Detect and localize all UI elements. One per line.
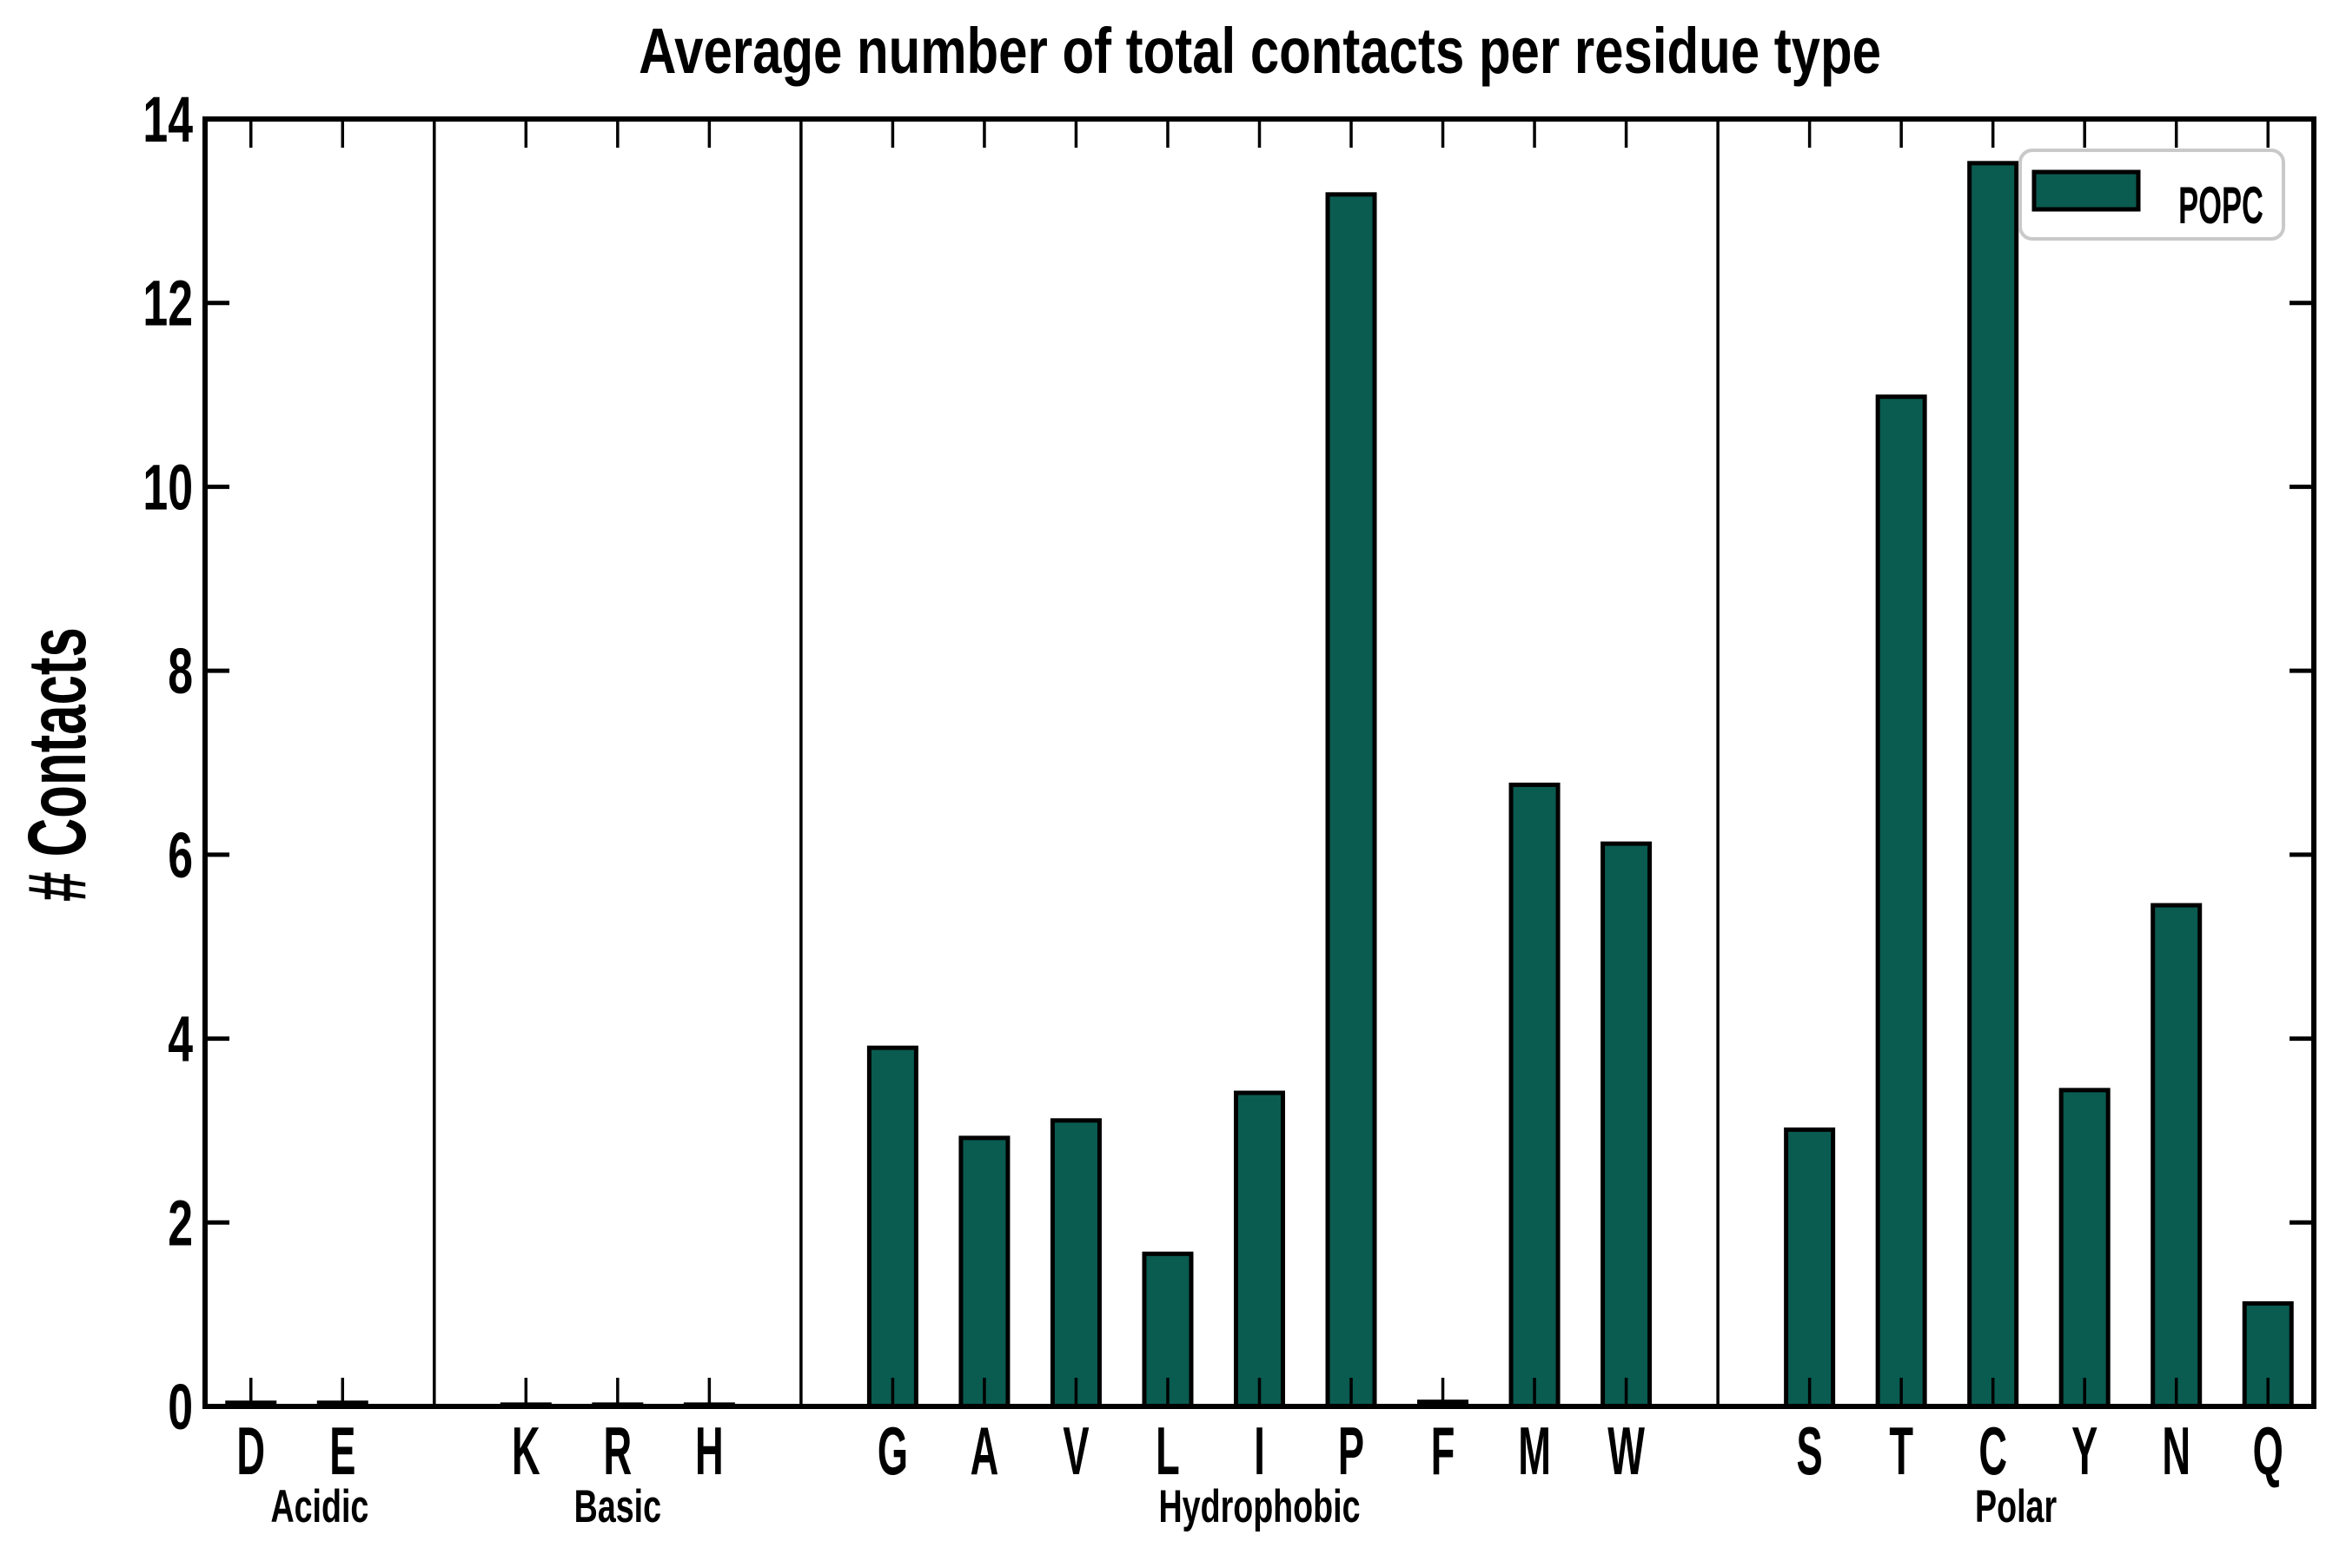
x-tick-label-Q: Q: [2253, 1413, 2283, 1489]
x-tick-label-C: C: [1978, 1413, 2007, 1489]
group-label-acidic: Acidic: [270, 1480, 368, 1532]
x-tick-label-H: H: [695, 1413, 724, 1489]
x-tick-label-M: M: [1518, 1413, 1551, 1489]
chart-title: Average number of total contacts per res…: [639, 16, 1881, 87]
bar-Y: [2058, 1088, 2111, 1409]
y-tick-label-10: 10: [142, 451, 193, 523]
x-tick-label-D: D: [236, 1413, 265, 1489]
bar-P: [1325, 192, 1377, 1409]
x-tick-label-I: I: [1254, 1413, 1265, 1489]
legend-label: POPC: [2178, 177, 2263, 235]
x-tick-label-V: V: [1063, 1413, 1090, 1489]
bar-S: [1784, 1127, 1836, 1409]
x-tick-label-N: N: [2162, 1413, 2190, 1489]
group-label-hydrophobic: Hydrophobic: [1158, 1480, 1360, 1532]
bar-A: [958, 1135, 1011, 1409]
bar-N: [2150, 903, 2203, 1409]
y-tick-label-0: 0: [168, 1371, 193, 1443]
y-tick-label-12: 12: [142, 268, 193, 340]
x-tick-label-E: E: [329, 1413, 355, 1489]
x-tick-label-L: L: [1156, 1413, 1180, 1489]
group-separator-lines: [433, 119, 1720, 1406]
bars-layer: [225, 161, 2294, 1409]
x-tick-label-P: P: [1338, 1413, 1364, 1489]
legend-swatch: [2031, 169, 2141, 212]
y-axis-label: # Contacts: [10, 627, 103, 902]
x-tick-label-G: G: [878, 1413, 908, 1489]
y-tick-label-4: 4: [168, 1002, 193, 1075]
bar-T: [1875, 394, 1927, 1409]
y-tick-label-14: 14: [142, 83, 193, 155]
bar-V: [1050, 1118, 1102, 1409]
ticks-layer: [205, 116, 2314, 1409]
bar-G: [866, 1045, 918, 1409]
bar-C: [1967, 161, 2019, 1409]
axis-labels-layer: D E K R H G A V L I P F M W S T C Y N Q Acidic Basic Hydrophob…: [142, 83, 2283, 1532]
legend: POPC: [2018, 149, 2285, 241]
y-tick-label-6: 6: [168, 819, 193, 891]
x-tick-label-A: A: [971, 1413, 999, 1489]
y-tick-label-2: 2: [168, 1187, 193, 1259]
group-label-basic: Basic: [574, 1480, 661, 1532]
bar-I: [1234, 1090, 1285, 1409]
x-tick-label-R: R: [604, 1413, 633, 1489]
x-tick-label-S: S: [1797, 1413, 1823, 1489]
x-tick-label-Y: Y: [2071, 1413, 2097, 1489]
plot-frame: [202, 116, 2316, 1409]
group-label-polar: Polar: [1975, 1480, 2057, 1532]
x-tick-label-F: F: [1431, 1413, 1455, 1489]
x-tick-label-T: T: [1889, 1413, 1913, 1489]
bar-M: [1508, 782, 1561, 1409]
x-tick-label-W: W: [1607, 1413, 1645, 1489]
y-tick-label-8: 8: [168, 635, 193, 707]
x-tick-label-K: K: [512, 1413, 540, 1489]
bar-W: [1600, 841, 1653, 1409]
